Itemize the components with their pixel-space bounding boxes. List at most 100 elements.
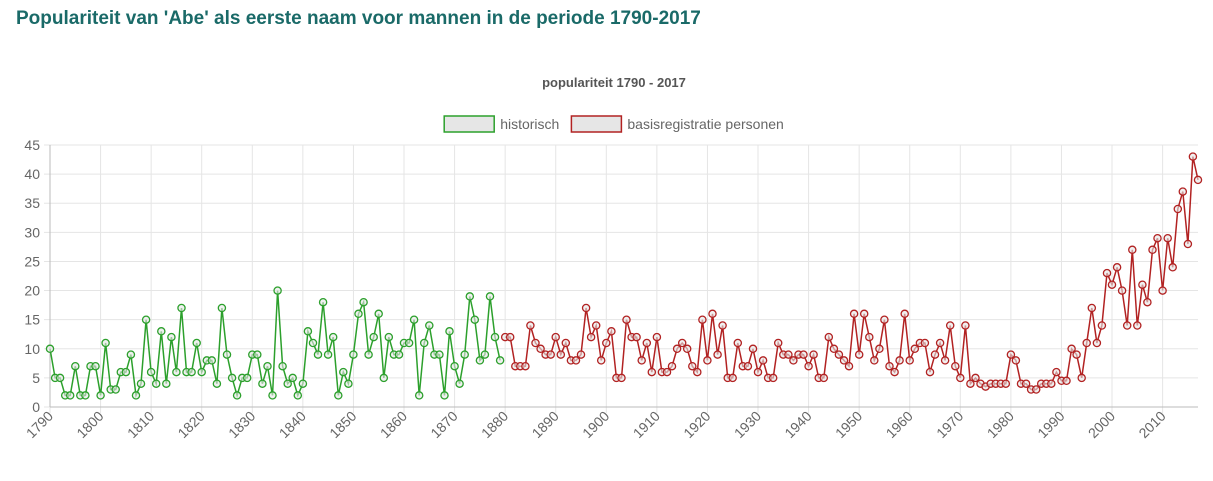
data-point[interactable] bbox=[227, 373, 237, 383]
data-point[interactable] bbox=[890, 367, 899, 377]
data-point[interactable] bbox=[576, 350, 586, 359]
data-point[interactable] bbox=[111, 385, 120, 394]
data-point[interactable] bbox=[1031, 385, 1041, 394]
data-point[interactable] bbox=[1077, 373, 1086, 383]
data-point[interactable] bbox=[768, 373, 778, 383]
data-point[interactable] bbox=[212, 379, 222, 388]
data-point[interactable] bbox=[101, 338, 110, 348]
data-point[interactable] bbox=[844, 361, 854, 371]
data-point[interactable] bbox=[157, 327, 166, 336]
data-point[interactable] bbox=[849, 309, 859, 319]
data-point[interactable] bbox=[677, 338, 687, 348]
data-point[interactable] bbox=[905, 356, 914, 365]
data-point[interactable] bbox=[328, 332, 338, 342]
data-point[interactable] bbox=[920, 338, 930, 348]
data-point[interactable] bbox=[526, 321, 535, 330]
data-point[interactable] bbox=[455, 379, 464, 388]
data-point[interactable] bbox=[824, 332, 834, 342]
data-point[interactable] bbox=[369, 332, 378, 342]
data-point[interactable] bbox=[708, 309, 717, 319]
data-point[interactable] bbox=[81, 391, 90, 400]
data-point[interactable] bbox=[55, 373, 65, 383]
data-point[interactable] bbox=[242, 373, 252, 383]
data-point[interactable] bbox=[1047, 379, 1056, 388]
data-point[interactable] bbox=[162, 379, 171, 388]
data-point[interactable] bbox=[283, 379, 292, 388]
data-point[interactable] bbox=[222, 350, 232, 359]
data-point[interactable] bbox=[561, 338, 571, 348]
data-point[interactable] bbox=[728, 373, 737, 383]
data-point[interactable] bbox=[1072, 350, 1081, 359]
data-point[interactable] bbox=[652, 332, 662, 342]
legend-item-1[interactable]: historisch bbox=[443, 115, 559, 133]
data-point[interactable] bbox=[1021, 379, 1031, 388]
data-point[interactable] bbox=[303, 327, 313, 336]
data-point[interactable] bbox=[642, 338, 652, 348]
data-point[interactable] bbox=[945, 321, 955, 330]
data-point[interactable] bbox=[460, 350, 469, 359]
data-point[interactable] bbox=[900, 309, 909, 319]
data-point[interactable] bbox=[1148, 245, 1157, 255]
data-point[interactable] bbox=[450, 361, 459, 371]
data-point[interactable] bbox=[151, 379, 161, 388]
data-point[interactable] bbox=[607, 327, 616, 336]
data-point[interactable] bbox=[602, 338, 611, 348]
data-point[interactable] bbox=[819, 373, 829, 383]
data-point[interactable] bbox=[425, 321, 434, 330]
data-point[interactable] bbox=[45, 344, 55, 354]
data-point[interactable] bbox=[940, 356, 950, 365]
data-point[interactable] bbox=[253, 350, 262, 359]
data-point[interactable] bbox=[784, 350, 793, 359]
data-point[interactable] bbox=[172, 367, 181, 377]
data-point[interactable] bbox=[859, 309, 869, 319]
data-point[interactable] bbox=[1193, 175, 1203, 185]
data-point[interactable] bbox=[834, 350, 844, 359]
data-point[interactable] bbox=[65, 391, 75, 400]
data-point[interactable] bbox=[354, 309, 363, 319]
data-point[interactable] bbox=[809, 350, 818, 359]
data-point[interactable] bbox=[829, 344, 839, 354]
data-point[interactable] bbox=[875, 344, 884, 354]
data-point[interactable] bbox=[733, 338, 743, 348]
data-point[interactable] bbox=[435, 350, 444, 359]
data-point[interactable] bbox=[167, 332, 176, 342]
data-point[interactable] bbox=[263, 361, 272, 371]
data-point[interactable] bbox=[207, 356, 217, 365]
data-point[interactable] bbox=[682, 344, 692, 354]
data-point[interactable] bbox=[688, 361, 697, 371]
data-point[interactable] bbox=[485, 292, 495, 301]
data-point[interactable] bbox=[126, 350, 136, 359]
data-point[interactable] bbox=[384, 332, 394, 342]
data-point[interactable] bbox=[596, 356, 606, 365]
data-point[interactable] bbox=[1067, 344, 1076, 354]
data-point[interactable] bbox=[394, 350, 404, 359]
data-point[interactable] bbox=[1128, 245, 1137, 255]
data-point[interactable] bbox=[839, 356, 849, 365]
data-point[interactable] bbox=[278, 361, 287, 371]
data-point[interactable] bbox=[718, 321, 727, 330]
data-point[interactable] bbox=[647, 367, 657, 377]
data-point[interactable] bbox=[804, 361, 813, 371]
data-point[interactable] bbox=[672, 344, 682, 354]
data-point[interactable] bbox=[1138, 280, 1147, 289]
data-point[interactable] bbox=[662, 367, 672, 377]
data-point[interactable] bbox=[521, 361, 530, 371]
data-point[interactable] bbox=[753, 367, 763, 377]
data-point[interactable] bbox=[293, 391, 303, 400]
data-point[interactable] bbox=[1173, 204, 1183, 214]
data-point[interactable] bbox=[273, 286, 282, 295]
data-point[interactable] bbox=[217, 303, 227, 313]
data-point[interactable] bbox=[136, 379, 146, 388]
data-point[interactable] bbox=[364, 350, 373, 359]
data-point[interactable] bbox=[617, 373, 626, 383]
data-point[interactable] bbox=[956, 373, 965, 383]
data-point[interactable] bbox=[445, 327, 454, 336]
data-point[interactable] bbox=[713, 350, 722, 359]
data-point[interactable] bbox=[698, 315, 707, 324]
data-point[interactable] bbox=[854, 350, 864, 359]
data-point[interactable] bbox=[1006, 350, 1016, 359]
data-point[interactable] bbox=[1112, 263, 1122, 272]
data-point[interactable] bbox=[556, 350, 566, 359]
data-point[interactable] bbox=[531, 338, 540, 348]
data-point[interactable] bbox=[1178, 187, 1188, 196]
